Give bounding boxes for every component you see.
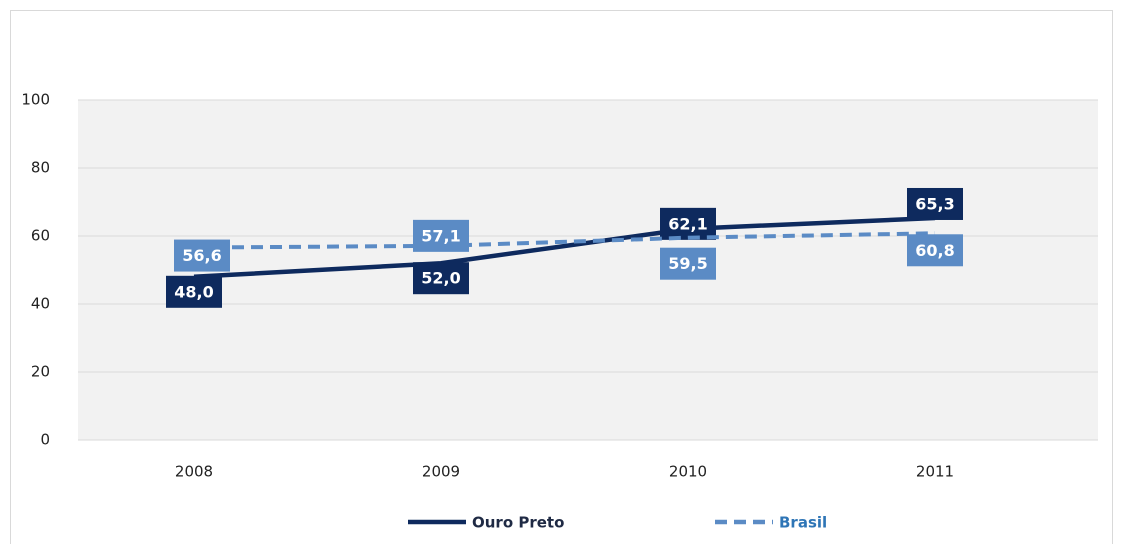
value-label: 60,8: [915, 241, 954, 260]
x-tick-label: 2010: [669, 463, 707, 481]
series-line: [193, 231, 936, 250]
value-label-box: [413, 262, 469, 295]
value-label: 52,0: [421, 269, 460, 288]
x-tick-label: 2011: [916, 463, 954, 481]
y-tick-label: 100: [21, 91, 50, 109]
value-label-box: [166, 275, 222, 308]
y-tick-label: 20: [31, 363, 50, 381]
value-label: 56,6: [182, 246, 221, 265]
y-tick-label: 60: [31, 227, 50, 245]
value-label-box: [907, 234, 963, 267]
legend-label: Brasil: [779, 514, 827, 532]
value-label: 57,1: [421, 226, 460, 245]
legend-label: Ouro Preto: [472, 514, 564, 532]
value-label-box: [660, 207, 716, 240]
value-label: 48,0: [174, 282, 213, 301]
value-label-box: [907, 187, 963, 220]
value-label-box: [660, 247, 716, 280]
plot-area: [78, 100, 1098, 440]
value-label-box: [174, 239, 230, 272]
value-label: 65,3: [915, 194, 954, 213]
x-tick-label: 2009: [422, 463, 460, 481]
series-line: [193, 215, 936, 280]
value-label-box: [413, 219, 469, 252]
value-label: 62,1: [668, 214, 707, 233]
value-label: 59,5: [668, 254, 707, 273]
y-tick-label: 40: [31, 295, 50, 313]
y-tick-label: 80: [31, 159, 50, 177]
x-tick-label: 2008: [175, 463, 213, 481]
y-tick-label: 0: [40, 431, 50, 449]
